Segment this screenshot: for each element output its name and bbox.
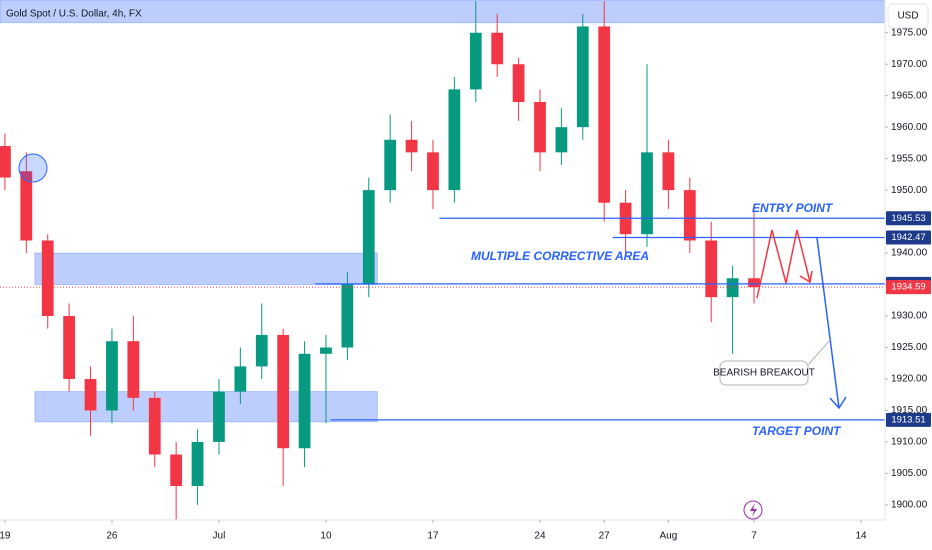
currency-label: USD — [897, 11, 918, 22]
y-tick-label: 1905.00 — [891, 468, 928, 479]
zigzag-arrow — [756, 229, 811, 299]
candle-body — [662, 152, 675, 191]
y-tick-label: 1910.00 — [891, 437, 928, 448]
target-label: TARGET POINT — [752, 424, 842, 438]
callout-line — [807, 339, 831, 366]
level-tag-label: 1942.47 — [891, 232, 925, 243]
candle-body — [213, 391, 225, 442]
candle-body — [405, 139, 418, 153]
candle-body — [298, 353, 311, 449]
level-tag-label: 1945.53 — [891, 213, 925, 224]
zigzag-arrow-head — [799, 270, 813, 284]
y-tick-label: 1930.00 — [891, 311, 928, 322]
y-tick-label: 1975.00 — [891, 27, 928, 38]
candle-body — [427, 152, 439, 191]
y-tick-label: 1900.00 — [891, 500, 928, 511]
x-tick-label: 17 — [427, 531, 439, 542]
y-tick-label: 1940.00 — [891, 248, 928, 259]
level-tag — [886, 412, 931, 427]
area-label: MULTIPLE CORRECTIVE AREA — [471, 249, 649, 263]
x-tick-label: 14 — [855, 531, 867, 542]
candle-body — [255, 334, 268, 367]
candle-body — [127, 341, 140, 398]
candle-body — [362, 190, 375, 285]
highlight-circle — [18, 153, 48, 183]
candle-body — [576, 26, 589, 128]
y-tick-label: 1920.00 — [891, 374, 928, 385]
candle-body — [63, 316, 76, 379]
entry-label: ENTRY POINT — [752, 201, 834, 215]
currency-button[interactable] — [887, 3, 929, 29]
candle-body — [234, 366, 247, 392]
candle-body — [641, 152, 653, 235]
candle-body — [341, 284, 354, 348]
candle-body — [148, 397, 161, 455]
event-icon-bolt — [750, 503, 757, 517]
candle-body — [41, 240, 54, 317]
candle-body — [748, 278, 760, 288]
candle-body — [320, 347, 332, 354]
y-tick-label: 1925.00 — [891, 342, 928, 353]
candle-body — [191, 441, 204, 487]
candle-body — [0, 146, 11, 178]
x-tick-label: 24 — [534, 531, 546, 542]
candle-body — [384, 139, 397, 191]
x-tick-label: Jul — [213, 531, 226, 542]
y-tick-label: 1915.00 — [891, 405, 928, 416]
x-tick-label: 7 — [751, 531, 757, 542]
candle-body — [598, 26, 611, 203]
y-tick-label: 1965.00 — [891, 90, 928, 101]
candle-body — [555, 127, 568, 153]
x-tick-label: 19 — [0, 531, 11, 542]
callout-box — [719, 360, 809, 386]
x-tick-label: 10 — [320, 531, 332, 542]
target-arrow — [816, 237, 840, 409]
candle-body — [448, 89, 461, 191]
candle-body — [277, 334, 290, 449]
callout-text: BEARISH BREAKOUT — [713, 368, 815, 379]
level-tag — [886, 211, 931, 226]
candle-body — [491, 32, 504, 65]
x-tick-label: 27 — [599, 531, 611, 542]
y-tick-label: 1950.00 — [891, 185, 928, 196]
x-tick-label: 26 — [106, 531, 118, 542]
level-tag — [886, 230, 931, 245]
candle-body — [683, 190, 696, 241]
x-tick-label: Aug — [660, 531, 678, 542]
candle-body — [170, 454, 183, 487]
y-tick-label: 1960.00 — [891, 122, 928, 133]
level-tag-label: 1913.51 — [891, 414, 925, 425]
last-price-label: 1934.59 — [891, 282, 925, 293]
target-arrow-head — [829, 396, 847, 410]
plot-area — [0, 0, 886, 520]
zone — [34, 252, 378, 286]
last-price-tag — [886, 280, 931, 295]
candle-body — [106, 341, 118, 411]
y-tick-label: 1970.00 — [891, 59, 928, 70]
candle-body — [705, 240, 718, 298]
y-tick-label: 1955.00 — [891, 153, 928, 164]
candle-body — [469, 32, 482, 90]
candle-body — [534, 101, 546, 153]
candle-body — [20, 171, 33, 241]
candle-body — [512, 64, 525, 102]
candle-body — [84, 378, 97, 411]
chart-title: Gold Spot / U.S. Dollar, 4h, FX — [6, 9, 142, 20]
candle-body — [726, 278, 739, 298]
